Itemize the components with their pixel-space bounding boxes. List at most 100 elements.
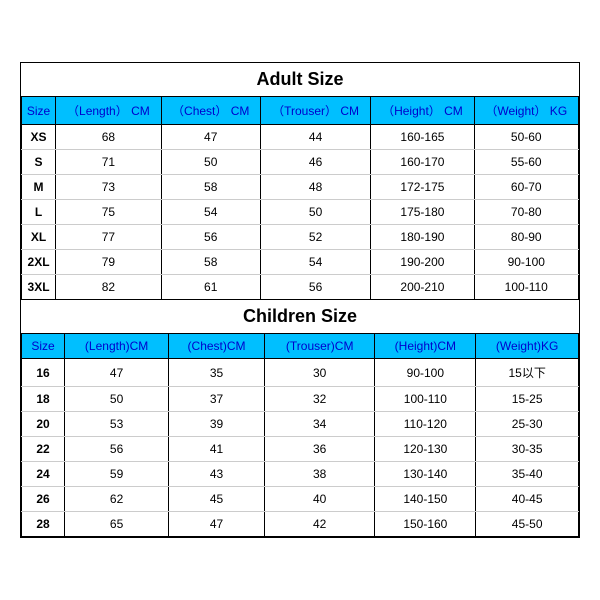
- adult-cell: 54: [260, 250, 371, 275]
- children-row: 1647353090-10015以下: [22, 359, 579, 387]
- adult-col-weight: （Weight） KG: [474, 97, 579, 125]
- children-cell: 39: [169, 412, 265, 437]
- adult-cell: 75: [56, 200, 162, 225]
- children-row: 24594338130-14035-40: [22, 462, 579, 487]
- children-cell: 140-150: [375, 487, 476, 512]
- children-size-table: Size (Length)CM (Chest)CM (Trouser)CM (H…: [21, 333, 579, 537]
- children-cell: 35: [169, 359, 265, 387]
- adult-cell: 47: [161, 125, 260, 150]
- children-row: 22564136120-13030-35: [22, 437, 579, 462]
- adult-row: M735848172-17560-70: [22, 175, 579, 200]
- children-cell: 43: [169, 462, 265, 487]
- adult-cell: 48: [260, 175, 371, 200]
- adult-cell: 200-210: [371, 275, 474, 300]
- children-cell: 30: [264, 359, 374, 387]
- children-cell: 35-40: [476, 462, 579, 487]
- adult-cell: 52: [260, 225, 371, 250]
- adult-col-length: （Length） CM: [56, 97, 162, 125]
- children-row: 20533934110-12025-30: [22, 412, 579, 437]
- children-cell: 22: [22, 437, 65, 462]
- children-row: 18503732100-11015-25: [22, 387, 579, 412]
- adult-cell: 71: [56, 150, 162, 175]
- adult-cell: 56: [260, 275, 371, 300]
- adult-cell: XL: [22, 225, 56, 250]
- children-cell: 20: [22, 412, 65, 437]
- adult-size-table: Size （Length） CM （Chest） CM （Trouser） CM…: [21, 96, 579, 300]
- adult-row: XL775652180-19080-90: [22, 225, 579, 250]
- children-cell: 40-45: [476, 487, 579, 512]
- adult-row: 2XL795854190-20090-100: [22, 250, 579, 275]
- children-row: 28654742150-16045-50: [22, 512, 579, 537]
- children-cell: 26: [22, 487, 65, 512]
- children-col-weight: (Weight)KG: [476, 334, 579, 359]
- adult-cell: 54: [161, 200, 260, 225]
- children-cell: 59: [65, 462, 169, 487]
- adult-cell: 160-170: [371, 150, 474, 175]
- adult-cell: 70-80: [474, 200, 579, 225]
- children-cell: 65: [65, 512, 169, 537]
- adult-cell: 44: [260, 125, 371, 150]
- adult-col-size: Size: [22, 97, 56, 125]
- adult-row: S715046160-17055-60: [22, 150, 579, 175]
- adult-cell: 3XL: [22, 275, 56, 300]
- children-cell: 47: [169, 512, 265, 537]
- children-cell: 28: [22, 512, 65, 537]
- adult-cell: 58: [161, 250, 260, 275]
- adult-cell: 58: [161, 175, 260, 200]
- children-section-title: Children Size: [21, 300, 579, 333]
- adult-cell: XS: [22, 125, 56, 150]
- adult-cell: 73: [56, 175, 162, 200]
- adult-cell: 190-200: [371, 250, 474, 275]
- children-cell: 30-35: [476, 437, 579, 462]
- adult-cell: 50-60: [474, 125, 579, 150]
- adult-cell: S: [22, 150, 56, 175]
- children-cell: 40: [264, 487, 374, 512]
- adult-row: XS684744160-16550-60: [22, 125, 579, 150]
- children-cell: 41: [169, 437, 265, 462]
- children-cell: 16: [22, 359, 65, 387]
- children-cell: 100-110: [375, 387, 476, 412]
- children-cell: 25-30: [476, 412, 579, 437]
- adult-cell: 175-180: [371, 200, 474, 225]
- children-row: 26624540140-15040-45: [22, 487, 579, 512]
- adult-cell: 180-190: [371, 225, 474, 250]
- children-cell: 50: [65, 387, 169, 412]
- children-cell: 62: [65, 487, 169, 512]
- children-header-row: Size (Length)CM (Chest)CM (Trouser)CM (H…: [22, 334, 579, 359]
- adult-header-row: Size （Length） CM （Chest） CM （Trouser） CM…: [22, 97, 579, 125]
- children-cell: 90-100: [375, 359, 476, 387]
- adult-row: L755450175-18070-80: [22, 200, 579, 225]
- children-cell: 45-50: [476, 512, 579, 537]
- children-cell: 130-140: [375, 462, 476, 487]
- children-cell: 15以下: [476, 359, 579, 387]
- adult-cell: 61: [161, 275, 260, 300]
- children-cell: 56: [65, 437, 169, 462]
- adult-cell: 55-60: [474, 150, 579, 175]
- children-col-size: Size: [22, 334, 65, 359]
- children-cell: 120-130: [375, 437, 476, 462]
- adult-cell: 56: [161, 225, 260, 250]
- children-cell: 18: [22, 387, 65, 412]
- children-col-length: (Length)CM: [65, 334, 169, 359]
- adult-cell: 172-175: [371, 175, 474, 200]
- children-cell: 36: [264, 437, 374, 462]
- adult-cell: 68: [56, 125, 162, 150]
- adult-col-chest: （Chest） CM: [161, 97, 260, 125]
- adult-cell: 77: [56, 225, 162, 250]
- adult-section-title: Adult Size: [21, 63, 579, 96]
- children-cell: 150-160: [375, 512, 476, 537]
- children-cell: 53: [65, 412, 169, 437]
- children-cell: 42: [264, 512, 374, 537]
- adult-cell: 80-90: [474, 225, 579, 250]
- adult-cell: 50: [260, 200, 371, 225]
- adult-cell: 160-165: [371, 125, 474, 150]
- children-col-chest: (Chest)CM: [169, 334, 265, 359]
- children-cell: 37: [169, 387, 265, 412]
- adult-cell: L: [22, 200, 56, 225]
- adult-cell: 100-110: [474, 275, 579, 300]
- adult-row: 3XL826156200-210100-110: [22, 275, 579, 300]
- children-col-height: (Height)CM: [375, 334, 476, 359]
- adult-cell: 50: [161, 150, 260, 175]
- children-cell: 15-25: [476, 387, 579, 412]
- children-cell: 24: [22, 462, 65, 487]
